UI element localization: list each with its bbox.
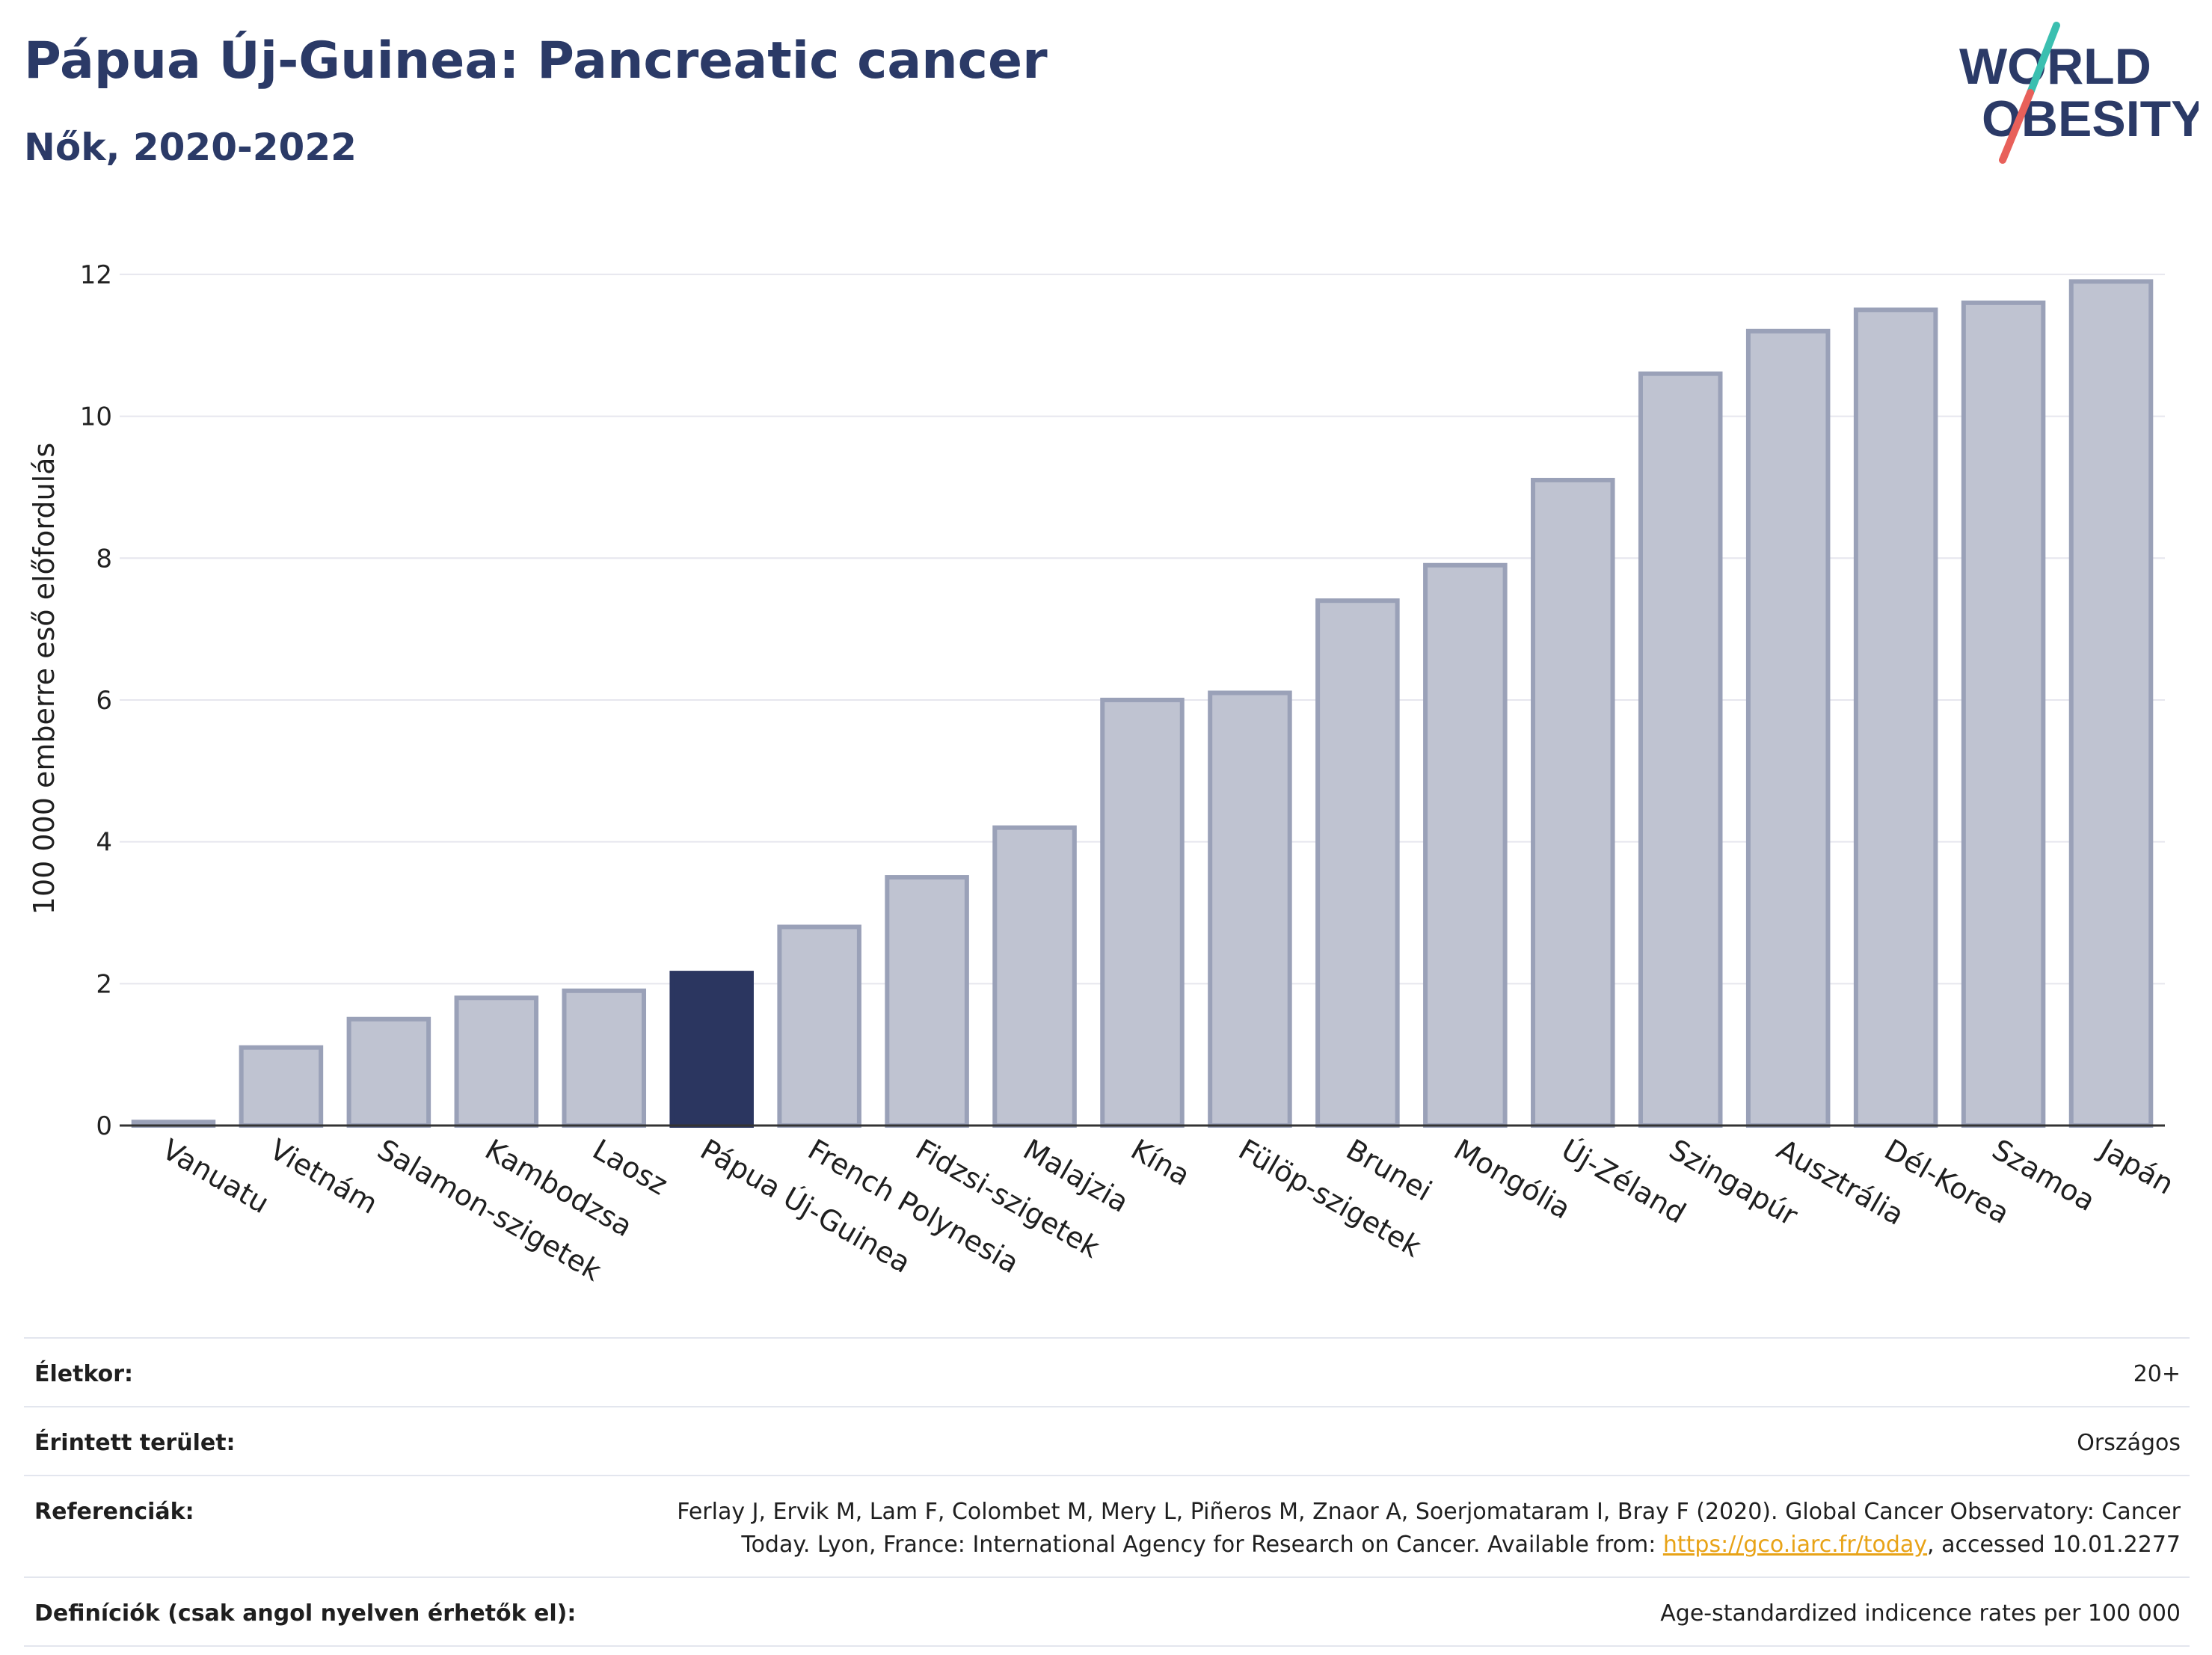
y-tick-label: 12	[80, 260, 112, 290]
area-value: Országos	[2077, 1430, 2181, 1456]
definitions-label: Definíciók (csak angol nyelven érhetők e…	[34, 1600, 577, 1627]
logo-slash-bottom	[1999, 89, 2034, 164]
x-tick-label: Mongólia	[1448, 1133, 1576, 1226]
y-tick-label: 4	[96, 828, 112, 858]
reference-link[interactable]: https://gco.iarc.fr/today	[1662, 1532, 1928, 1558]
area-label: Érintett terület:	[34, 1430, 236, 1456]
bar-5	[669, 971, 754, 1129]
bar-2	[346, 1016, 431, 1128]
logo-line-1: WORLD	[1959, 38, 2151, 95]
bar-3	[454, 995, 539, 1129]
x-tick-label: Laosz	[587, 1133, 673, 1202]
y-axis-label: 100 000 emberre eső előfordulás	[28, 443, 61, 915]
y-tick-label: 6	[96, 686, 112, 716]
references-label: Referenciák:	[34, 1499, 194, 1525]
definitions-value: Age-standardized indicence rates per 100…	[1660, 1600, 2181, 1627]
logo-slash-top	[2027, 22, 2060, 96]
bar-10	[1208, 690, 1292, 1128]
y-tick-label: 10	[80, 402, 112, 432]
bar-1	[239, 1045, 324, 1128]
meta-row-definitions: Definíciók (csak angol nyelven érhetők e…	[24, 1576, 2190, 1647]
meta-row-references: Referenciák: Ferlay J, Ervik M, Lam F, C…	[24, 1475, 2190, 1576]
bar-13	[1531, 477, 1615, 1128]
bar-11	[1315, 598, 1400, 1128]
bar-17	[1961, 300, 2046, 1128]
y-tick-label: 8	[96, 544, 112, 574]
y-tick-label: 0	[96, 1111, 112, 1141]
bar-12	[1423, 562, 1508, 1128]
page-title: Pápua Új-Guinea: Pancreatic cancer	[24, 31, 1048, 90]
bar-8	[992, 825, 1077, 1129]
x-tick-label: Fülöp-szigetek	[1233, 1133, 1427, 1264]
x-tick-label: Vietnám	[264, 1133, 383, 1220]
y-tick-label: 2	[96, 969, 112, 999]
bar-14	[1638, 371, 1723, 1128]
bar-7	[885, 875, 969, 1128]
age-value: 20+	[2133, 1361, 2181, 1387]
references-value: Ferlay J, Ervik M, Lam F, Colombet M, Me…	[610, 1496, 2181, 1562]
world-obesity-logo: WORLD OBESITY	[1959, 22, 2199, 164]
meta-row-area: Érintett terület: Országos	[24, 1406, 2190, 1475]
page-subtitle: Nők, 2020-2022	[24, 126, 357, 169]
bar-18	[2068, 279, 2154, 1128]
meta-row-age: Életkor: 20+	[24, 1337, 2190, 1406]
x-tick-label: Vanuatu	[156, 1133, 274, 1220]
reference-accessed: , accessed 10.01.2277	[1927, 1532, 2181, 1558]
age-label: Életkor:	[34, 1361, 134, 1387]
reference-text: Ferlay J, Ervik M, Lam F, Colombet M, Me…	[677, 1499, 2181, 1558]
bar-9	[1100, 697, 1185, 1128]
bar-6	[777, 924, 861, 1128]
bar-4	[562, 988, 647, 1129]
x-tick-label: Japán	[2093, 1132, 2180, 1201]
metadata-table: Életkor: 20+ Érintett terület: Országos …	[24, 1337, 2190, 1647]
x-tick-label: Kína	[1125, 1133, 1196, 1193]
bar-chart: 024681012VanuatuVietnámSalamon-szigetekK…	[28, 260, 2180, 1288]
bar-15	[1745, 328, 1831, 1128]
bars	[131, 279, 2154, 1129]
bar-16	[1853, 307, 1938, 1128]
